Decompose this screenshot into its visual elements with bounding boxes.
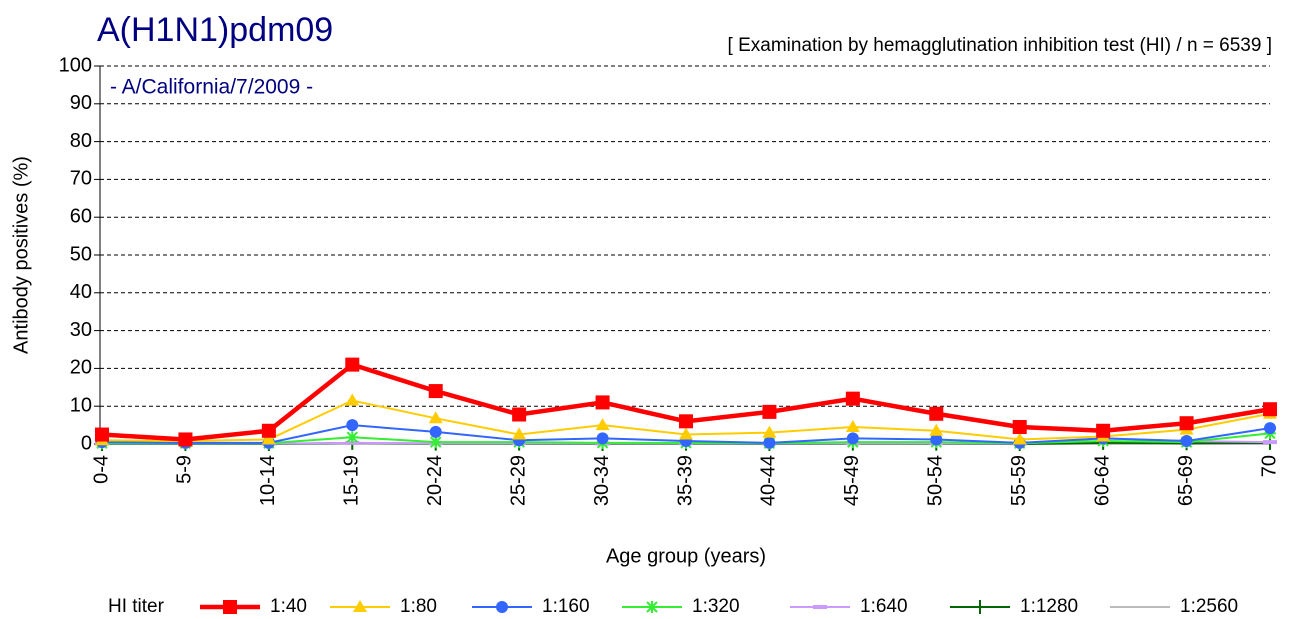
marker xyxy=(429,436,442,449)
x-tick-label: 30-34 xyxy=(591,455,613,506)
x-tick-label: 70 xyxy=(1258,455,1280,477)
x-tick-label: 5-9 xyxy=(174,455,196,484)
legend-label: 1:80 xyxy=(400,596,437,617)
marker xyxy=(762,425,777,438)
marker xyxy=(1180,434,1193,447)
marker xyxy=(763,436,776,449)
y-tick-label: 80 xyxy=(70,130,92,152)
marker xyxy=(1263,440,1277,445)
chart-title: A(H1N1)pdm09 xyxy=(97,11,333,49)
marker xyxy=(846,432,859,445)
y-tick-label: 20 xyxy=(70,357,92,379)
marker xyxy=(345,393,360,406)
series xyxy=(95,357,1277,447)
legend-title: HI titer xyxy=(108,596,165,617)
x-tick-label: 35-39 xyxy=(674,455,696,506)
y-tick-label: 90 xyxy=(70,92,92,114)
x-tick-label: 55-59 xyxy=(1008,455,1030,506)
annotation: - A/California/7/2009 - xyxy=(110,76,313,99)
marker xyxy=(261,423,276,438)
marker xyxy=(1263,402,1277,417)
x-tick-label: 15-19 xyxy=(341,455,363,506)
x-tick-label: 65-69 xyxy=(1175,455,1197,506)
marker xyxy=(762,404,777,419)
marker xyxy=(845,391,860,406)
marker xyxy=(930,433,943,446)
legend-label: 1:160 xyxy=(542,596,590,617)
marker xyxy=(346,419,359,432)
y-tick-label: 70 xyxy=(70,168,92,190)
marker xyxy=(679,414,693,429)
marker xyxy=(95,427,109,442)
marker xyxy=(845,419,860,432)
x-axis-label: Age group (years) xyxy=(606,545,766,567)
x-tick-label: 50-54 xyxy=(925,455,947,506)
marker xyxy=(1012,432,1027,445)
y-tick-label: 50 xyxy=(70,243,92,265)
marker xyxy=(178,432,193,447)
legend-label: 1:40 xyxy=(270,596,307,617)
marker xyxy=(428,411,443,424)
x-tick-label: 45-49 xyxy=(841,455,863,506)
x-tick-label: 0-4 xyxy=(90,455,112,484)
marker xyxy=(1264,422,1276,435)
x-tick-label: 20-24 xyxy=(424,455,446,506)
legend-label: 1:320 xyxy=(692,596,740,617)
y-tick-label: 100 xyxy=(59,54,92,76)
marker xyxy=(973,600,987,614)
x-tick-label: 40-44 xyxy=(758,455,780,506)
marker xyxy=(496,601,508,613)
marker xyxy=(223,600,237,614)
x-tick-label: 60-64 xyxy=(1091,455,1113,506)
marker xyxy=(353,600,367,612)
marker xyxy=(595,395,610,410)
marker xyxy=(646,601,658,613)
marker xyxy=(512,427,527,440)
chart-subtitle: [ Examination by hemagglutination inhibi… xyxy=(728,35,1272,56)
marker xyxy=(595,418,610,431)
y-tick-label: 10 xyxy=(70,394,92,416)
marker xyxy=(261,432,276,445)
marker xyxy=(345,357,360,372)
marker xyxy=(429,425,442,438)
marker xyxy=(929,423,944,436)
y-tick-label: 40 xyxy=(70,281,92,303)
y-tick-label: 30 xyxy=(70,319,92,341)
legend-label: 1:2560 xyxy=(1180,596,1238,617)
marker xyxy=(679,427,693,440)
marker xyxy=(428,384,443,399)
y-tick-label: 0 xyxy=(81,432,92,454)
marker xyxy=(929,406,944,421)
x-tick-label: 10-14 xyxy=(257,455,279,506)
x-tick-label: 25-29 xyxy=(507,455,529,506)
series xyxy=(95,393,1277,446)
legend-label: 1:640 xyxy=(860,596,908,617)
marker xyxy=(512,407,527,422)
marker xyxy=(1179,416,1194,431)
legend-label: 1:1280 xyxy=(1020,596,1078,617)
marker xyxy=(1012,419,1027,434)
y-axis-label: Antibody positives (%) xyxy=(10,156,32,354)
marker xyxy=(346,431,359,444)
marker xyxy=(813,605,827,609)
marker xyxy=(596,432,609,445)
y-tick-label: 60 xyxy=(70,205,92,227)
marker xyxy=(1096,423,1111,438)
